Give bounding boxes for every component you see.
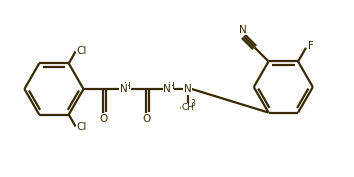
Text: O: O <box>99 113 107 124</box>
Text: Cl: Cl <box>76 122 87 132</box>
Text: Cl: Cl <box>76 45 87 56</box>
Text: CH₃: CH₃ <box>179 104 196 113</box>
Text: N: N <box>184 84 192 94</box>
Text: N: N <box>120 84 128 94</box>
Text: 3: 3 <box>191 99 196 108</box>
Text: F: F <box>308 41 314 51</box>
Text: N: N <box>163 84 171 94</box>
Text: N: N <box>239 24 246 35</box>
Text: H: H <box>124 82 130 91</box>
Text: O: O <box>142 113 150 124</box>
Text: CH: CH <box>181 103 194 112</box>
Text: H: H <box>167 82 173 91</box>
